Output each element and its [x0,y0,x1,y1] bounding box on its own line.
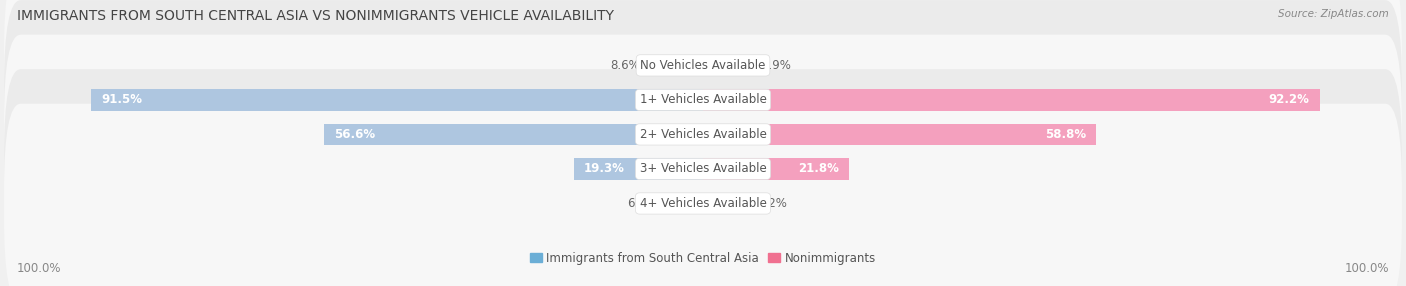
FancyBboxPatch shape [4,104,1402,286]
Bar [703,158,849,180]
FancyBboxPatch shape [4,69,1402,269]
Text: 19.3%: 19.3% [583,162,624,175]
FancyBboxPatch shape [4,0,1402,200]
Text: 6.1%: 6.1% [627,197,657,210]
Text: 3+ Vehicles Available: 3+ Vehicles Available [640,162,766,175]
Bar [91,89,703,111]
Bar [645,55,703,76]
Legend: Immigrants from South Central Asia, Nonimmigrants: Immigrants from South Central Asia, Noni… [530,252,876,265]
Text: IMMIGRANTS FROM SOUTH CENTRAL ASIA VS NONIMMIGRANTS VEHICLE AVAILABILITY: IMMIGRANTS FROM SOUTH CENTRAL ASIA VS NO… [17,9,614,23]
Text: 4+ Vehicles Available: 4+ Vehicles Available [640,197,766,210]
Bar [574,158,703,180]
Text: 91.5%: 91.5% [101,94,142,106]
FancyBboxPatch shape [4,35,1402,234]
Text: 8.6%: 8.6% [610,59,640,72]
Text: No Vehicles Available: No Vehicles Available [640,59,766,72]
Text: 2+ Vehicles Available: 2+ Vehicles Available [640,128,766,141]
FancyBboxPatch shape [4,0,1402,165]
Text: 7.2%: 7.2% [756,197,786,210]
Bar [703,89,1320,111]
Text: 56.6%: 56.6% [335,128,375,141]
Text: 92.2%: 92.2% [1268,94,1309,106]
Bar [703,55,756,76]
Bar [325,124,703,145]
Text: 58.8%: 58.8% [1045,128,1087,141]
Text: 100.0%: 100.0% [17,262,62,275]
Text: 1+ Vehicles Available: 1+ Vehicles Available [640,94,766,106]
Text: 21.8%: 21.8% [799,162,839,175]
Bar [703,124,1097,145]
Bar [662,193,703,214]
Text: 100.0%: 100.0% [1344,262,1389,275]
Text: Source: ZipAtlas.com: Source: ZipAtlas.com [1278,9,1389,19]
Bar [703,193,751,214]
Text: 7.9%: 7.9% [761,59,792,72]
